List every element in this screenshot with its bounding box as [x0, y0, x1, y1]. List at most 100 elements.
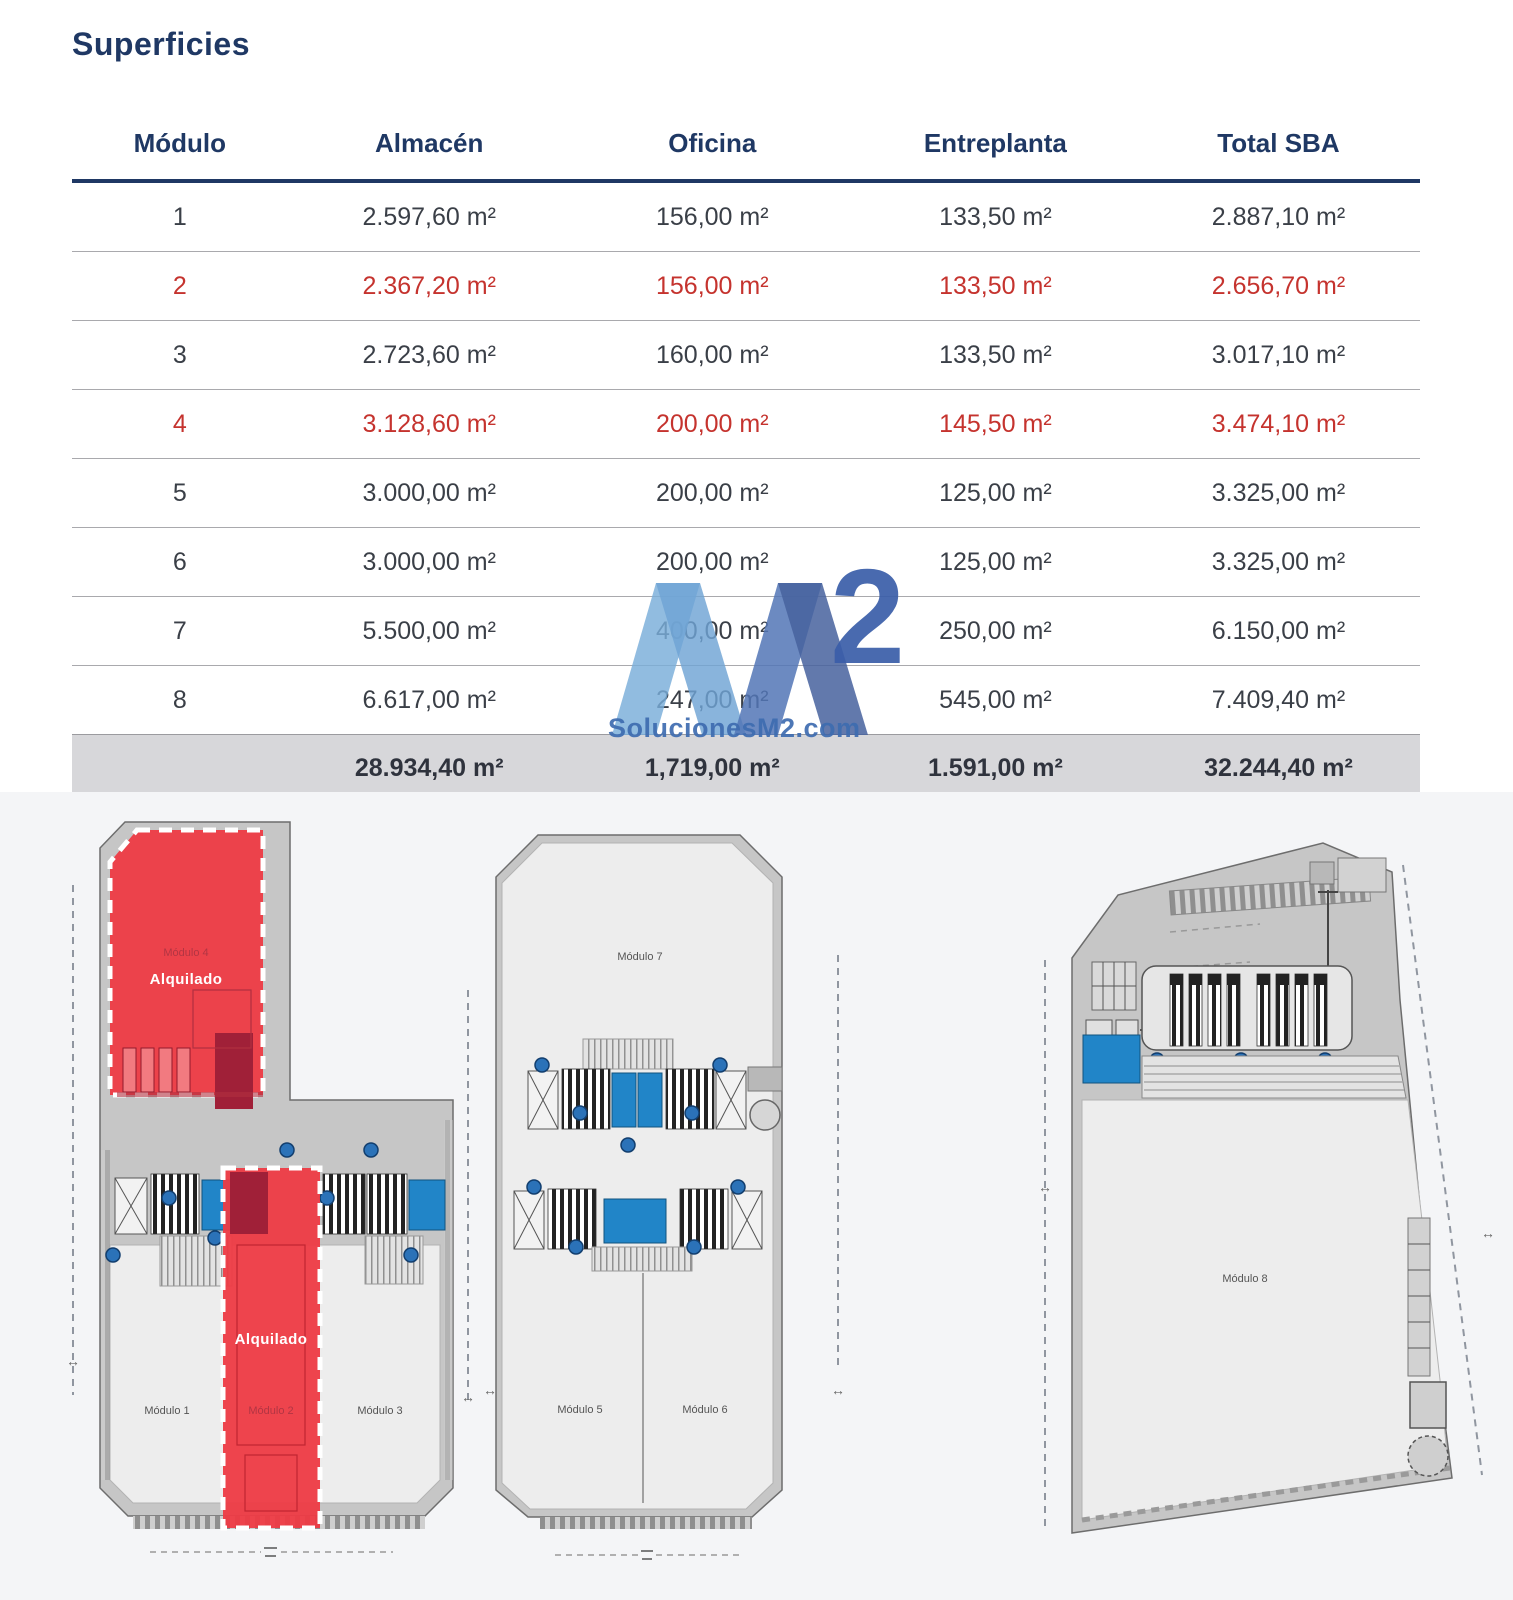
surfaces-table: Módulo Almacén Oficina Entreplanta Total… [72, 112, 1420, 801]
table-row: 8 6.617,00 m² 247,00 m² 545,00 m² 7.409,… [72, 665, 1420, 735]
facade-hatch [540, 1517, 752, 1529]
module6-label: Módulo 6 [682, 1404, 727, 1416]
table-row: 5 3.000,00 m² 200,00 m² 125,00 m² 3.325,… [72, 458, 1420, 528]
cell-total-oficina: 1,719,00 m² [570, 734, 854, 801]
table-row-rented: 2 2.367,20 m² 156,00 m² 133,50 m² 2.656,… [72, 251, 1420, 321]
cell-almacen: 3.000,00 m² [287, 458, 571, 528]
module5-label: Módulo 5 [557, 1404, 602, 1416]
dimension-marker-icon: ↔ [831, 1382, 845, 1398]
cell-oficina: 247,00 m² [570, 665, 854, 735]
cell-total-sba: 7.409,40 m² [1136, 665, 1420, 735]
cell-oficina: 156,00 m² [656, 202, 769, 231]
cell-total-sba: 3.474,10 m² [1136, 389, 1420, 459]
col-header-total-sba: Total SBA [1136, 112, 1420, 183]
dock-blue-canopy [408, 1179, 446, 1231]
floorplan-modules-5-7: ↔ ↔ Módulo 7 [483, 834, 845, 1560]
cell-oficina: 200,00 m² [570, 458, 854, 528]
cell-almacen: 3.000,00 m² [287, 527, 571, 597]
plot-boundary-lines: ↔ ↔ [1038, 864, 1495, 1532]
module4-rented-label: Alquilado [150, 971, 223, 988]
module-2-rented-area: Alquilado Módulo 2 [220, 1165, 323, 1531]
cell-modulo: 3 [72, 320, 288, 390]
cell-modulo: 5 [72, 458, 288, 528]
rented-machinery [230, 1172, 268, 1234]
table-row-rented: 4 3.128,60 m² 200,00 m² 145,50 m² 3.474,… [72, 389, 1420, 459]
loading-dock-band [105, 1142, 446, 1287]
cell-modulo: 4 [72, 389, 288, 459]
cell-oficina: 400,00 m² [570, 596, 854, 666]
cell-total-almacen: 28.934,40 m² [287, 734, 571, 801]
wall-hatch [101, 1150, 110, 1480]
cell-total-sba: 3.325,00 m² [1136, 527, 1420, 597]
col-header-entreplanta: Entreplanta [853, 112, 1137, 183]
dimension-line [555, 1550, 740, 1560]
module7-label: Módulo 7 [617, 951, 662, 963]
cell-entreplanta: 545,00 m² [853, 665, 1137, 735]
cell-entreplanta: 133,50 m² [853, 320, 1137, 390]
col-header-modulo: Módulo [72, 112, 288, 183]
cell-entreplanta: 133,50 m² [939, 202, 1052, 231]
totals-row: 28.934,40 m² 1,719,00 m² 1.591,00 m² 32.… [72, 734, 1420, 801]
cell-modulo: 7 [72, 596, 288, 666]
surfaces-table-wrap: Módulo Almacén Oficina Entreplanta Total… [72, 112, 1420, 811]
cell-oficina: 160,00 m² [570, 320, 854, 390]
plot-boundary-lines: ↔ ↔ [66, 885, 475, 1405]
cell-almacen: 2.597,60 m² [362, 202, 496, 231]
stair-and-utility [1407, 1217, 1449, 1477]
loading-dock-band-lower [513, 1179, 763, 1272]
cell-total-entreplanta: 1.591,00 m² [853, 734, 1137, 801]
cell-modulo: 1 [172, 202, 187, 231]
dimension-marker-icon: ↔ [1481, 1225, 1495, 1241]
module4-label: Módulo 4 [163, 947, 208, 959]
table-row: 1 2.597,60 m² 156,00 m² 133,50 m² 2.887,… [72, 181, 1420, 252]
cell-total-sba: 2.656,70 m² [1136, 251, 1420, 321]
page-title: Superficies [72, 26, 251, 62]
module-4-rented-area: Módulo 4 Alquilado [107, 827, 266, 1109]
module2-label: Módulo 2 [248, 1405, 293, 1417]
dimension-marker-icon: ↔ [66, 1353, 80, 1369]
module1-label: Módulo 1 [144, 1405, 189, 1417]
table-row: 3 2.723,60 m² 160,00 m² 133,50 m² 3.017,… [72, 320, 1420, 390]
col-header-oficina: Oficina [570, 112, 854, 183]
cell-modulo: 6 [72, 527, 288, 597]
header-row: Módulo Almacén Oficina Entreplanta Total… [72, 112, 1420, 183]
plot-boundary-lines: ↔ ↔ [483, 955, 845, 1398]
module2-rented-label: Alquilado [235, 1331, 308, 1348]
cell-almacen: 2.367,20 m² [287, 251, 571, 321]
cell-almacen: 6.617,00 m² [287, 665, 571, 735]
floorplan-module-8: ↔ ↔ [1038, 842, 1495, 1534]
cell-entreplanta: 125,00 m² [853, 527, 1137, 597]
cell-modulo: 8 [72, 665, 288, 735]
cell-entreplanta: 145,50 m² [853, 389, 1137, 459]
floorplans-section: ↔ ↔ [0, 792, 1513, 1600]
warehouse-floor [1081, 1099, 1449, 1521]
dock-blue-canopy [1082, 1034, 1141, 1084]
dimension-line [150, 1547, 393, 1557]
cell-total-sba: 2.887,10 m² [1211, 202, 1346, 231]
loading-dock-band [1082, 965, 1407, 1099]
facade-hatch [1081, 1465, 1451, 1523]
cell-almacen: 5.500,00 m² [287, 596, 571, 666]
cell-entreplanta: 133,50 m² [853, 251, 1137, 321]
table-row: 6 3.000,00 m² 200,00 m² 125,00 m² 3.325,… [72, 527, 1420, 597]
rented-machinery [215, 1033, 253, 1109]
cell-entreplanta: 125,00 m² [853, 458, 1137, 528]
warehouse-floor [501, 842, 774, 1510]
dock-lanes [1169, 973, 1328, 1047]
cell-almacen: 3.128,60 m² [287, 389, 571, 459]
cell-entreplanta: 250,00 m² [853, 596, 1137, 666]
cell-total-sba: 32.244,40 m² [1136, 734, 1420, 801]
module8-label: Módulo 8 [1222, 1273, 1267, 1285]
floorplan-modules-1-4: ↔ ↔ [66, 821, 475, 1557]
cell-modulo: 2 [72, 251, 288, 321]
loading-dock-band-upper [527, 1038, 783, 1153]
cell-total-sba: 3.017,10 m² [1136, 320, 1420, 390]
cell-total-sba: 6.150,00 m² [1136, 596, 1420, 666]
module3-label: Módulo 3 [357, 1405, 402, 1417]
cell-oficina: 156,00 m² [570, 251, 854, 321]
dimension-marker-icon: ↔ [483, 1382, 497, 1398]
dimension-marker-icon: ↔ [1038, 1179, 1052, 1195]
cell-oficina: 200,00 m² [570, 389, 854, 459]
dimension-marker-icon: ↔ [461, 1389, 475, 1405]
